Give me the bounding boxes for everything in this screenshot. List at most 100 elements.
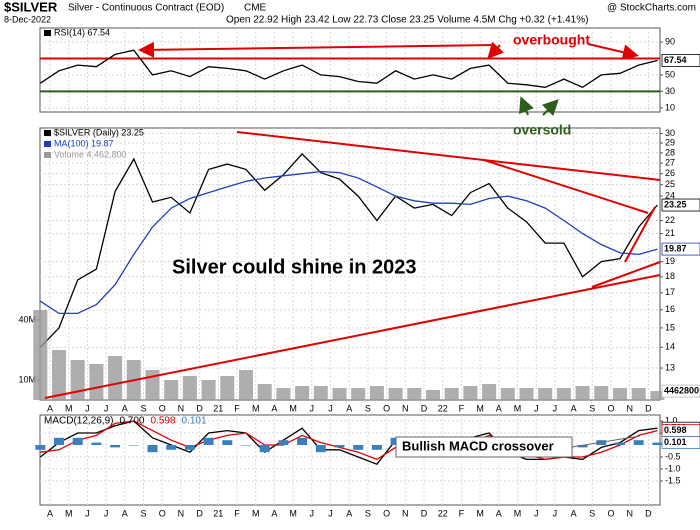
y-tick-label: -1.0	[665, 463, 681, 473]
value-tag-bg	[661, 384, 700, 398]
x-tick-label: S	[365, 508, 371, 518]
bar	[110, 445, 121, 448]
y-tick-label: 90	[665, 36, 675, 46]
bar	[276, 388, 291, 400]
x-tick-label: J	[310, 508, 315, 518]
value-tag-bg	[661, 242, 700, 256]
value-tag: 67.54	[664, 55, 687, 65]
value-tag: 0.598	[664, 425, 687, 435]
x-tick-label: O	[383, 403, 390, 413]
x-tick-label: 22	[438, 403, 448, 413]
x-tick-label: F	[234, 508, 240, 518]
y-tick-label: 25	[665, 179, 675, 189]
bar	[594, 386, 609, 400]
bar	[409, 445, 420, 448]
x-tick-label: M	[476, 403, 484, 413]
x-tick-label: 21	[213, 403, 223, 413]
bar	[351, 388, 366, 400]
value-tag-bg	[661, 54, 700, 67]
bar	[315, 445, 326, 453]
legend-entry: RSI(14) 67.54	[54, 27, 110, 37]
bar	[446, 445, 457, 446]
instrument-name: Silver - Continuous Contract (EOD)	[68, 3, 224, 14]
bar	[444, 388, 459, 400]
bar	[313, 386, 328, 400]
bar	[482, 384, 497, 400]
bar	[371, 445, 382, 450]
x-tick-label: A	[496, 403, 502, 413]
bar	[465, 440, 476, 445]
x-tick-label: J	[553, 508, 558, 518]
x-tick-label: 22	[438, 508, 448, 518]
bar	[70, 360, 85, 400]
y-tick-label: 21	[665, 228, 675, 238]
bar	[126, 360, 141, 400]
bar	[239, 370, 253, 400]
quote: Open 22.92 High 23.42 Low 22.73 Close 23…	[226, 15, 588, 26]
bar	[538, 388, 553, 400]
bar	[633, 440, 644, 445]
x-tick-label: A	[122, 508, 128, 518]
macd-frame	[39, 414, 661, 506]
x-tick-label: A	[571, 508, 577, 518]
y-tick-label: 10	[665, 102, 675, 112]
x-tick-label: N	[178, 403, 185, 413]
bar	[631, 388, 646, 400]
y-tick-label: 28	[665, 147, 675, 157]
x-tick-label: M	[65, 508, 73, 518]
x-tick-label: A	[47, 508, 53, 518]
bar	[89, 364, 104, 400]
x-tick-label: M	[514, 508, 522, 518]
bar	[519, 388, 534, 400]
x-tick-label: J	[328, 403, 333, 413]
bar	[615, 442, 625, 445]
bar	[33, 310, 48, 400]
y-tick-label: 1.0	[665, 415, 678, 425]
bar	[500, 388, 515, 400]
bar	[259, 445, 270, 453]
bar	[35, 445, 46, 450]
bar	[72, 437, 83, 445]
bar	[164, 380, 179, 400]
x-tick-label: M	[514, 403, 522, 413]
site: @ StockCharts.com	[607, 3, 696, 14]
value-tag: 23.25	[664, 199, 687, 209]
value-tag-bg	[661, 436, 700, 449]
legend-value: 0.101	[182, 416, 207, 427]
bar	[332, 388, 347, 400]
x-tick-label: S	[140, 508, 146, 518]
bar	[369, 386, 384, 400]
price-frame	[39, 127, 661, 401]
x-tick-label: J	[104, 508, 109, 518]
x-tick-label: S	[589, 508, 595, 518]
x-tick-label: N	[402, 508, 409, 518]
bar	[428, 445, 438, 446]
x-tick-label: F	[459, 508, 465, 518]
y-tick-label: 50	[665, 69, 675, 79]
x-tick-label: A	[346, 403, 352, 413]
value-tag: 4462800	[664, 385, 699, 395]
x-tick-label: S	[140, 403, 146, 413]
x-tick-label: J	[85, 508, 90, 518]
x-tick-label: D	[421, 403, 428, 413]
x-tick-label: D	[645, 508, 652, 518]
bar	[220, 376, 235, 400]
x-tick-label: O	[383, 508, 390, 518]
x-tick-label: N	[626, 403, 633, 413]
legend-title: MACD(12,26,9)	[44, 416, 113, 427]
x-tick-label: J	[85, 403, 90, 413]
y2-tick-label: 10M	[18, 374, 36, 384]
x-tick-label: A	[571, 403, 577, 413]
bar	[390, 437, 401, 445]
bar	[184, 445, 195, 450]
x-tick-label: A	[122, 403, 128, 413]
date: 8-Dec-2022	[4, 14, 51, 24]
rsi-frame	[39, 27, 661, 113]
bar	[388, 388, 403, 400]
bar	[463, 386, 478, 400]
value-tag: 0.101	[664, 437, 687, 447]
series-line	[40, 420, 658, 461]
x-tick-label: D	[645, 403, 652, 413]
x-tick-label: S	[365, 403, 371, 413]
